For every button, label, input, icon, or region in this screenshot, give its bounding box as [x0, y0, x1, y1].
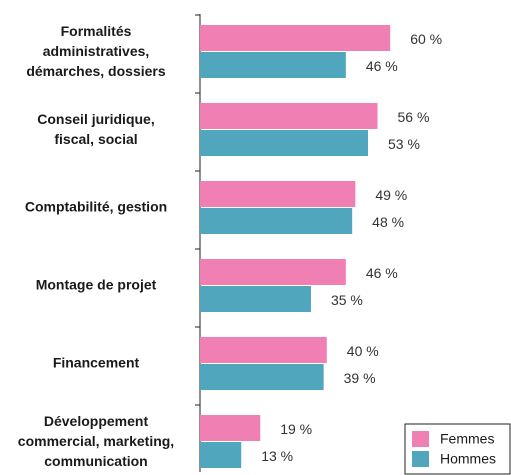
- bar: [200, 286, 311, 312]
- category-label: Développement commercial, marketing, commu…: [18, 413, 174, 469]
- value-label: 19 %: [280, 421, 312, 437]
- value-label: 40 %: [347, 343, 379, 359]
- legend-swatch: [412, 431, 429, 447]
- bar: [200, 130, 369, 156]
- value-label: 39 %: [344, 370, 376, 386]
- value-label: 13 %: [261, 448, 293, 464]
- value-label: 56 %: [398, 109, 430, 125]
- bar: [200, 208, 353, 234]
- bar: [200, 25, 391, 51]
- value-label: 48 %: [372, 214, 404, 230]
- bar: [200, 103, 378, 129]
- value-label: 46 %: [366, 265, 398, 281]
- value-label: 35 %: [331, 292, 363, 308]
- category-label: Formalités administratives, démarches, dos…: [26, 23, 166, 79]
- bar: [200, 181, 356, 207]
- value-label: 49 %: [375, 187, 407, 203]
- legend-label: Hommes: [440, 451, 496, 467]
- bar: [200, 415, 261, 441]
- category-label: Montage de projet: [36, 277, 157, 293]
- value-label: 53 %: [388, 136, 420, 152]
- value-label: 46 %: [366, 58, 398, 74]
- category-label: Conseil juridique, fiscal, social: [37, 111, 154, 147]
- legend-swatch: [412, 451, 429, 467]
- bar: [200, 442, 242, 468]
- legend-label: Femmes: [440, 431, 494, 447]
- category-label: Comptabilité, gestion: [25, 199, 167, 215]
- bar: [200, 259, 346, 285]
- bar: [200, 364, 324, 390]
- bar: [200, 52, 346, 78]
- bar: [200, 337, 327, 363]
- category-label: Financement: [53, 355, 140, 371]
- value-label: 60 %: [410, 31, 442, 47]
